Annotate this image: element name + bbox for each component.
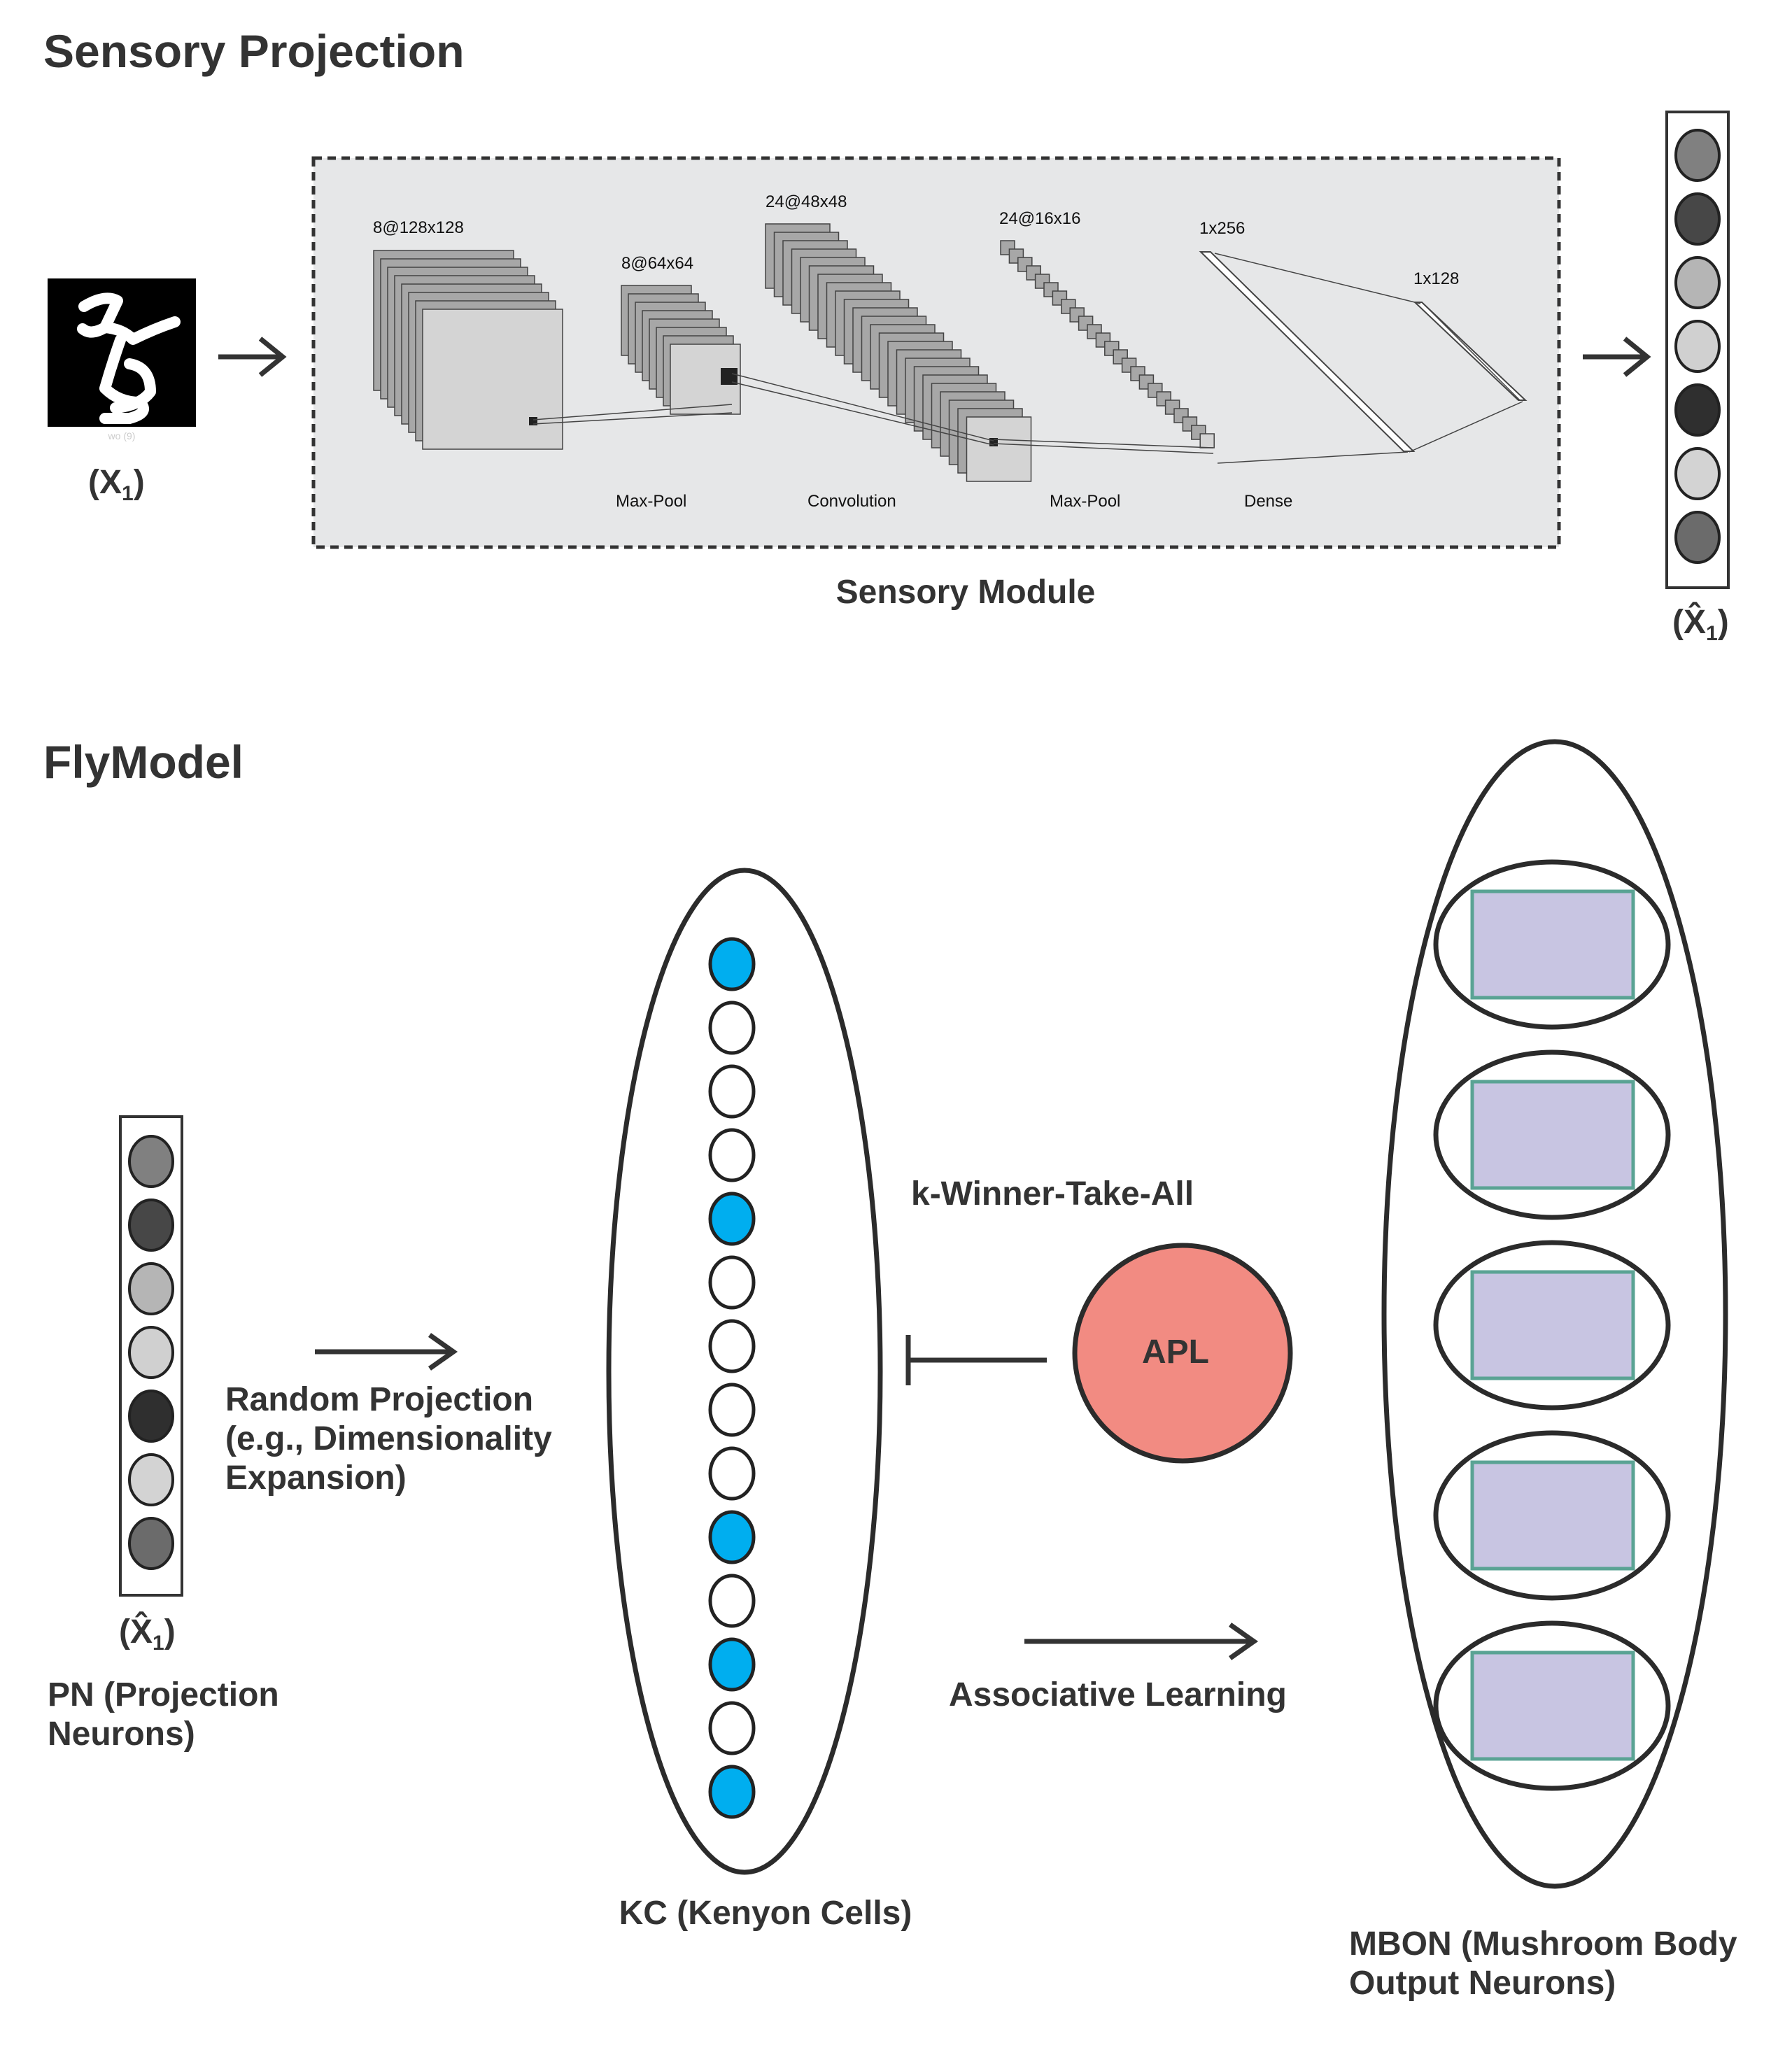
output-label: (X̂1) bbox=[1672, 602, 1729, 645]
input-arrow bbox=[218, 337, 287, 377]
layer-shape-1: 8@128x128 bbox=[373, 218, 464, 237]
mbon-label-line1: MBON (Mushroom Body bbox=[1349, 1925, 1737, 1963]
vector-neuron bbox=[128, 1390, 174, 1443]
input-caption: wo (9) bbox=[108, 430, 136, 441]
kc-cell bbox=[708, 1319, 756, 1373]
kc-cell bbox=[708, 1001, 756, 1055]
output-vector bbox=[1674, 129, 1721, 564]
kc-cell bbox=[708, 1064, 756, 1119]
layer-shape-6: 1x128 bbox=[1413, 269, 1459, 288]
vector-neuron bbox=[1674, 383, 1721, 437]
associative-learning-arrow bbox=[1024, 1623, 1259, 1660]
vector-neuron bbox=[1674, 129, 1721, 182]
mbon-label-line2: Output Neurons) bbox=[1349, 1965, 1616, 2002]
conv1-stack-slice bbox=[422, 309, 563, 450]
vector-neuron bbox=[128, 1517, 174, 1570]
vector-neuron bbox=[1674, 447, 1721, 500]
flymodel-title: FlyModel bbox=[43, 736, 244, 788]
layer-op-4: Dense bbox=[1244, 492, 1292, 511]
input-image bbox=[48, 278, 196, 427]
apl-label: APL bbox=[1142, 1334, 1209, 1371]
kc-cell bbox=[708, 1383, 756, 1437]
random-projection-line3: Expansion) bbox=[225, 1459, 407, 1497]
kc-ellipse bbox=[606, 868, 883, 1875]
kernel-marker bbox=[529, 417, 537, 425]
vector-neuron bbox=[1674, 511, 1721, 564]
sensory-module-label: Sensory Module bbox=[836, 574, 1096, 611]
mbon-unit-rect bbox=[1470, 889, 1635, 1000]
kc-cell-active bbox=[708, 1192, 756, 1246]
sensory-title: Sensory Projection bbox=[43, 25, 465, 77]
vector-neuron bbox=[128, 1326, 174, 1379]
layer-shape-5: 1x256 bbox=[1199, 219, 1245, 238]
vector-neuron bbox=[128, 1199, 174, 1252]
layer-op-3: Max-Pool bbox=[1050, 492, 1120, 511]
kc-cell bbox=[708, 1128, 756, 1182]
kc-cell-active bbox=[708, 1637, 756, 1692]
random-projection-line1: Random Projection bbox=[225, 1381, 533, 1418]
random-projection-arrow bbox=[315, 1333, 458, 1371]
mbon-unit-rect bbox=[1470, 1460, 1635, 1571]
kc-cell-active bbox=[708, 937, 756, 991]
vector-neuron bbox=[1674, 320, 1721, 373]
connection-lines bbox=[532, 253, 1523, 464]
vector-neuron bbox=[128, 1135, 174, 1188]
conv2-stack-slice bbox=[966, 416, 1032, 482]
layer-op-1: Max-Pool bbox=[616, 492, 686, 511]
input-label: (X1) bbox=[88, 464, 145, 505]
mbon-unit-rect bbox=[1470, 1080, 1635, 1190]
mbon-unit-rect bbox=[1470, 1650, 1635, 1761]
pn-vector bbox=[128, 1135, 174, 1570]
cnn-layer-stacks bbox=[373, 223, 1215, 482]
kc-cell bbox=[708, 1255, 756, 1310]
apl-neuron bbox=[1072, 1243, 1293, 1464]
layer-shape-2: 8@64x64 bbox=[621, 254, 693, 273]
vector-neuron bbox=[1674, 192, 1721, 246]
pn-label-line1: PN (Projection bbox=[48, 1676, 279, 1713]
kwta-label: k-Winner-Take-All bbox=[911, 1175, 1194, 1213]
vector-neuron bbox=[128, 1262, 174, 1315]
kc-cell-active bbox=[708, 1765, 756, 1819]
pn-label-line2: Neurons) bbox=[48, 1716, 195, 1753]
layer-op-2: Convolution bbox=[807, 492, 896, 511]
inhibition-connector bbox=[905, 1335, 1047, 1385]
kc-cell-active bbox=[708, 1510, 756, 1564]
pool2-stack-slice bbox=[1199, 433, 1215, 448]
kc-cell bbox=[708, 1701, 756, 1755]
layer-shape-3: 24@48x48 bbox=[766, 192, 847, 211]
layer-shape-4: 24@16x16 bbox=[999, 209, 1080, 228]
pn-vector-label: (X̂1) bbox=[119, 1612, 176, 1655]
vector-neuron bbox=[1674, 256, 1721, 309]
kc-label: KC (Kenyon Cells) bbox=[619, 1895, 912, 1932]
kc-cells bbox=[708, 937, 756, 1819]
kc-cell bbox=[708, 1446, 756, 1501]
vector-neuron bbox=[128, 1453, 174, 1506]
kc-cell bbox=[708, 1574, 756, 1628]
random-projection-line2: (e.g., Dimensionality bbox=[225, 1420, 552, 1457]
associative-learning-label: Associative Learning bbox=[949, 1676, 1287, 1713]
kernel-marker bbox=[721, 368, 738, 385]
output-arrow bbox=[1583, 337, 1651, 377]
mbon-unit-rect bbox=[1470, 1270, 1635, 1380]
mbon-units bbox=[1433, 859, 1671, 1791]
